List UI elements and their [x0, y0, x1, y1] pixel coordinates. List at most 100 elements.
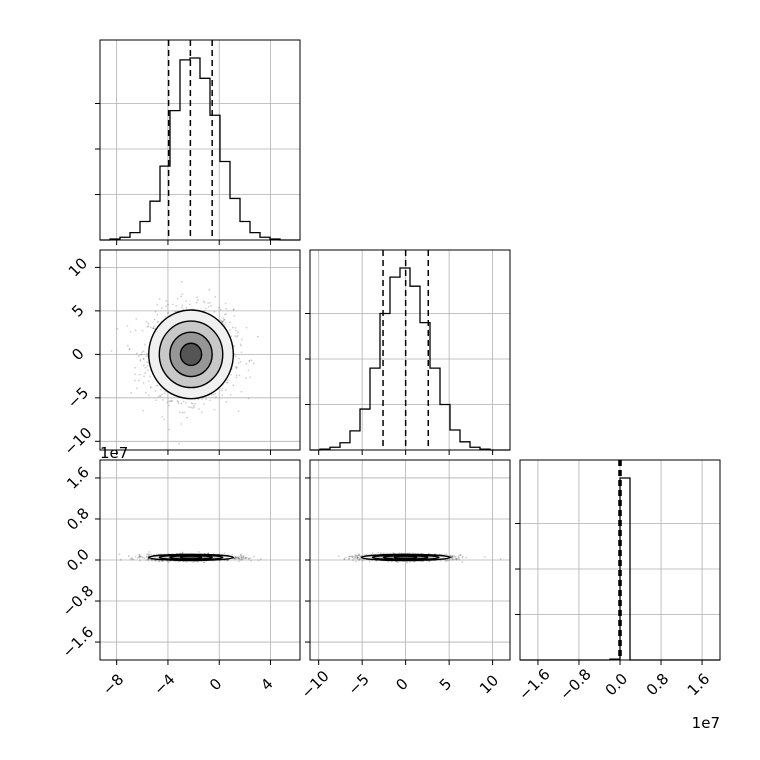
scatter-point [236, 336, 238, 338]
scatter-point [174, 310, 177, 313]
scatter-point [148, 553, 151, 556]
scatter-point [149, 375, 151, 378]
scatter-point [223, 318, 225, 321]
scatter-point [158, 560, 160, 563]
scatter-point [465, 556, 468, 559]
scatter-point [348, 558, 351, 561]
x-tick-label: −8 [99, 670, 127, 698]
scatter-point [238, 374, 241, 377]
scatter-point [139, 555, 142, 558]
scatter-point [238, 560, 240, 563]
scatter-point [143, 375, 146, 378]
scatter-point [147, 325, 150, 328]
scatter-point [234, 326, 237, 329]
scatter-point [244, 557, 247, 560]
scatter-point [348, 557, 350, 560]
scatter-point [161, 398, 164, 401]
scatter-point [196, 299, 199, 301]
scatter-point [149, 386, 152, 388]
scatter-point [260, 558, 262, 560]
scatter-point [232, 308, 235, 311]
scatter-point [223, 552, 226, 555]
scatter-point [171, 303, 174, 306]
x-tick-label: 4 [257, 675, 276, 694]
scatter-point [176, 298, 179, 300]
scatter-point [194, 402, 197, 405]
x-tick-label: 0.8 [643, 670, 673, 700]
scatter-point [210, 304, 212, 307]
scatter-point [239, 553, 242, 556]
scatter-point [176, 400, 179, 402]
scatter-point [197, 551, 200, 553]
x-tick-label: 0 [206, 675, 225, 694]
scatter-point [338, 555, 340, 557]
scatter-point [240, 556, 242, 558]
contour-line [393, 555, 418, 560]
scatter-point [382, 552, 385, 555]
scatter-point [142, 357, 145, 360]
scatter-point [139, 358, 142, 361]
scatter-point [450, 556, 453, 559]
scatter-point [147, 554, 150, 557]
scatter-point [221, 320, 223, 323]
scatter-point [139, 555, 142, 558]
scatter-point [449, 554, 452, 557]
y-tick-label: 10 [65, 254, 91, 280]
scatter-point [235, 556, 238, 559]
scatter-point [238, 555, 240, 558]
scatter-point [349, 555, 352, 558]
scatter-point [235, 376, 238, 379]
scatter-point [356, 557, 359, 560]
scatter-point [177, 560, 179, 563]
scatter-point [223, 318, 226, 321]
scatter-point [212, 393, 215, 396]
scatter-point [192, 561, 194, 564]
scatter-point [450, 556, 453, 559]
scatter-point [159, 394, 161, 397]
scatter-point [459, 554, 462, 557]
scatter-point [144, 366, 147, 369]
scatter-point [181, 304, 184, 307]
scatter-point [145, 320, 148, 323]
scatter-point [180, 402, 183, 405]
scatter-point [202, 300, 205, 303]
scatter-point [225, 313, 228, 315]
scatter-point [357, 554, 360, 557]
contour-line [158, 320, 224, 389]
scatter-point [451, 558, 454, 561]
scatter-point [193, 406, 195, 409]
axes-frame [99, 249, 301, 451]
scatter-point [450, 556, 453, 559]
scatter-point [343, 557, 346, 560]
density-fill [180, 343, 202, 366]
scatter-point [237, 556, 239, 559]
scatter-point [242, 557, 245, 560]
scatter-point [132, 558, 135, 561]
scatter-point [143, 364, 145, 367]
scatter-panel-0 [95, 250, 300, 455]
scatter-point [398, 552, 401, 555]
scatter-point [459, 553, 462, 556]
scatter-point [146, 352, 148, 355]
scatter-point [146, 365, 149, 367]
scatter-point [147, 559, 150, 561]
scatter-point [351, 556, 354, 559]
scatter-point [238, 558, 240, 560]
scatter-point [379, 552, 382, 554]
scatter-point [353, 555, 356, 558]
scatter-point [203, 561, 206, 564]
scatter-point [234, 355, 237, 358]
scatter-point [180, 295, 182, 298]
scatter-point [237, 557, 240, 560]
scatter-point [250, 359, 253, 362]
scatter-point [155, 384, 158, 387]
scatter-point [129, 330, 132, 333]
scatter-point [181, 293, 184, 296]
axes-frame [99, 459, 301, 661]
scatter-point [191, 407, 194, 409]
scatter-point [245, 557, 247, 559]
scatter-point [356, 556, 359, 559]
contour-line [179, 555, 203, 560]
scatter-point [241, 338, 243, 341]
scatter-point [166, 401, 169, 404]
